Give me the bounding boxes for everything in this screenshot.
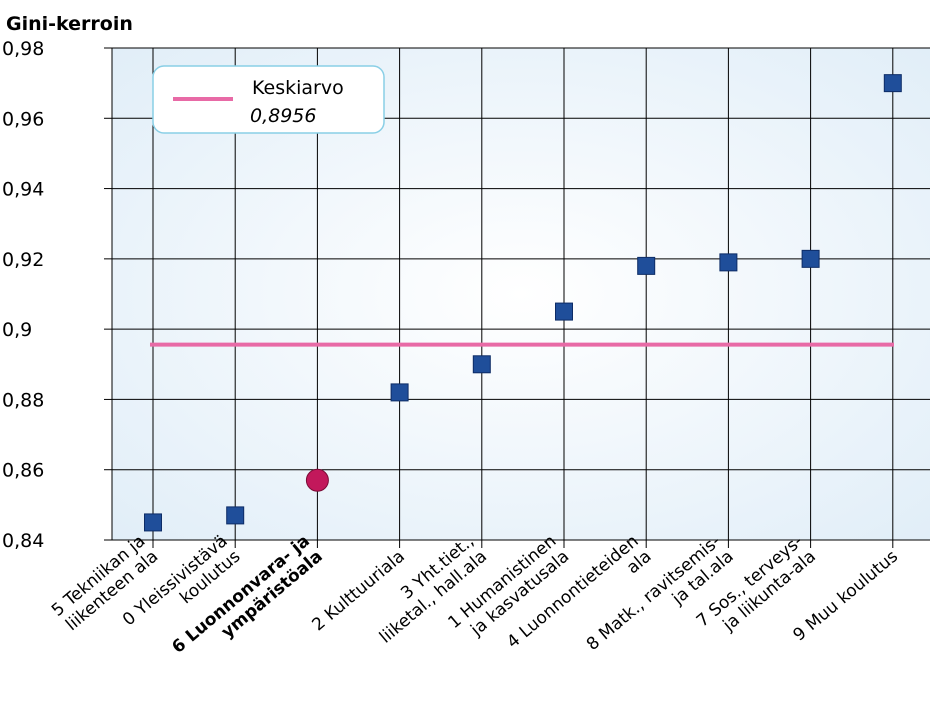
y-ticks: 0,84 0,86 0,88 0,9 0,92 0,94 0,96 0,98 (2, 38, 44, 552)
data-point (472, 355, 491, 374)
y-tick-label: 0,94 (2, 179, 44, 201)
data-point-highlight (305, 468, 329, 492)
data-point (390, 383, 409, 402)
y-tick-label: 0,96 (2, 108, 44, 130)
y-tick-label: 0,98 (2, 38, 44, 60)
legend-label: Keskiarvo (252, 77, 344, 99)
y-tick-label: 0,92 (2, 249, 44, 271)
y-tick-label: 0,9 (2, 319, 32, 341)
data-point (555, 302, 573, 321)
y-tick-label: 0,86 (2, 460, 44, 482)
y-tick-label: 0,84 (2, 530, 44, 552)
data-point (144, 513, 162, 532)
x-tick-label-line: 8 Matk., ravitsemis- (583, 531, 725, 655)
data-point (801, 249, 820, 268)
grid (104, 47, 930, 548)
data-point (719, 253, 738, 272)
legend: Keskiarvo 0,8956 (152, 65, 385, 134)
legend-box (152, 65, 385, 134)
data-markers (144, 74, 902, 532)
y-tick-label: 0,88 (2, 389, 44, 411)
data-point (883, 74, 902, 93)
y-axis-label: Gini-kerroin (6, 13, 133, 35)
data-point (637, 256, 656, 275)
data-point (226, 506, 245, 525)
legend-mean-value: 0,8956 (250, 105, 316, 127)
